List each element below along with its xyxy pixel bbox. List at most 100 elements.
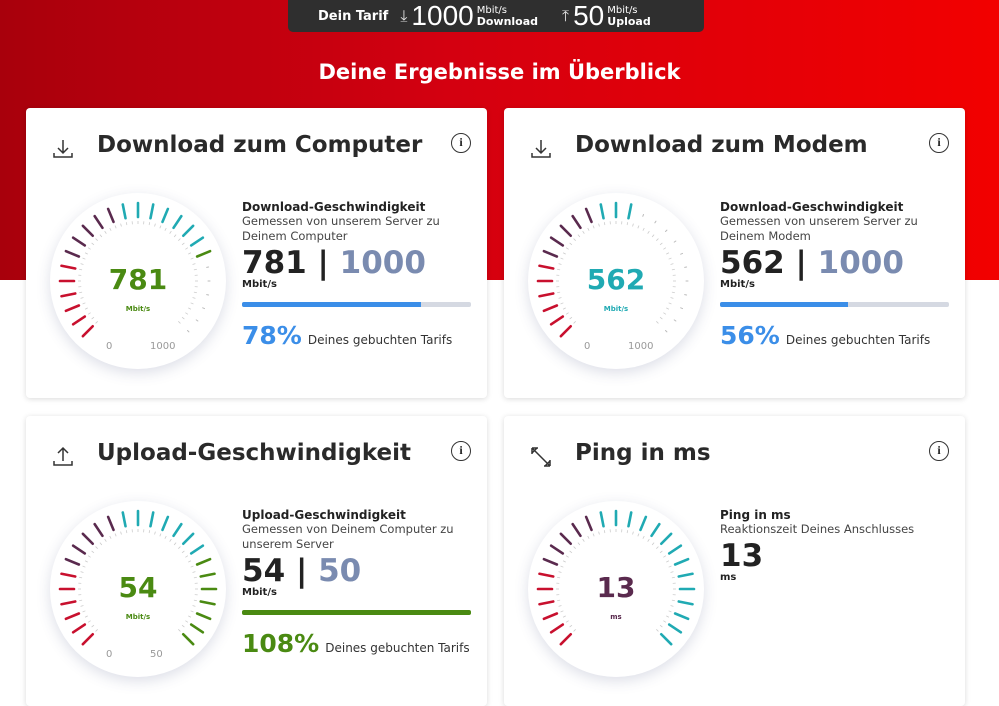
gauge-minor-tick (121, 224, 122, 227)
card-title: Download zum Computer (97, 132, 422, 158)
gauge-tick-inactive (196, 320, 198, 321)
gauge-minor-tick (643, 536, 644, 539)
separator: | (318, 245, 329, 281)
gauge-tick-active (108, 209, 113, 222)
gauge-value: 54 (50, 571, 226, 604)
gauge-tick-active (197, 251, 210, 256)
gauge-minor-tick (191, 566, 194, 567)
gauge-minor-tick (656, 321, 658, 323)
gauge-minor-tick (182, 551, 184, 553)
gauge-minor-tick (561, 258, 564, 259)
gauge-minor-tick (604, 222, 605, 225)
gauge-minor-tick (583, 539, 585, 541)
gauge-tick-active (191, 238, 203, 246)
gauge-tick-active (183, 534, 193, 544)
progress-fill (242, 610, 471, 615)
gauge-minor-tick (160, 226, 161, 229)
info-icon[interactable]: i (451, 133, 471, 153)
gauge-minor-tick (563, 561, 566, 562)
gauge-minor-tick (100, 235, 102, 237)
gauge-minor-tick (182, 243, 184, 245)
gauge-tick-active (551, 238, 563, 246)
progress-fill (720, 302, 848, 307)
gauge: 13 ms (528, 501, 704, 677)
gauge-tick-active (183, 634, 193, 644)
gauge-minor-tick (92, 317, 94, 319)
gauge-tick-active (601, 512, 604, 526)
gauge-minor-tick (191, 303, 194, 304)
gauge-tick-active (561, 326, 571, 336)
card-title: Ping in ms (575, 440, 711, 466)
gauge-tick-active (162, 209, 167, 222)
gauge-tick-active (669, 546, 681, 554)
download-icon (50, 136, 76, 162)
tarif-value: 1000 (340, 245, 426, 281)
tarif-label: Dein Tarif (318, 9, 388, 24)
tarif-value: 50 (318, 553, 361, 589)
gauge: 781 Mbit/s 0 1000 (50, 193, 226, 369)
gauge-minor-tick (110, 536, 111, 539)
gauge-tick-active (191, 546, 203, 554)
gauge-minor-tick (185, 556, 187, 558)
gauge-tick-inactive (665, 230, 666, 231)
gauge-minor-tick (88, 556, 90, 558)
gauge-tick-active (108, 517, 113, 530)
tarif-download-value: 1000 (411, 2, 473, 30)
percent-text: Deines gebuchten Tarifs (325, 641, 469, 655)
gauge-minor-tick (669, 258, 672, 259)
gauge-minor-tick (92, 551, 94, 553)
gauge-tick-active (66, 251, 79, 256)
gauge-tick-active (652, 524, 660, 536)
detail-title: Download-Geschwindigkeit (242, 200, 472, 214)
gauge-minor-tick (178, 239, 180, 241)
gauge-tick-inactive (187, 330, 188, 331)
tarif-upload-value: 50 (573, 2, 604, 30)
gauge-minor-tick (185, 248, 187, 250)
gauge-minor-tick (570, 551, 572, 553)
gauge-minor-tick (182, 317, 184, 319)
upload-icon (50, 444, 76, 470)
gauge-tick-active (628, 512, 631, 526)
gauge-minor-tick (593, 534, 594, 537)
gauge-tick-active (73, 317, 85, 325)
info-icon[interactable]: i (451, 441, 471, 461)
gauge-minor-tick (660, 317, 662, 319)
gauge: 562 Mbit/s 0 1000 (528, 193, 704, 369)
progress-bar (242, 302, 471, 307)
gauge-minor-tick (92, 625, 94, 627)
gauge: 54 Mbit/s 0 50 (50, 501, 226, 677)
gauge-minor-tick (149, 222, 150, 225)
gauge-tick-active (551, 625, 563, 633)
download-icon (528, 136, 554, 162)
gauge-tick-active (601, 204, 604, 218)
gauge-tick-active (561, 634, 571, 644)
gauge-minor-tick (96, 547, 98, 549)
gauge-tick-active (669, 625, 681, 633)
gauge-minor-tick (126, 222, 127, 225)
gauge-minor-tick (633, 224, 634, 227)
gauge-tick-active (73, 546, 85, 554)
gauge-tick-active (123, 204, 126, 218)
gauge-minor-tick (100, 543, 102, 545)
gauge-value: 781 (50, 263, 226, 296)
gauge-minor-tick (570, 625, 572, 627)
gauge-minor-tick (561, 303, 564, 304)
result-details: Download-Geschwindigkeit Gemessen von un… (242, 200, 472, 350)
gauge-minor-tick (174, 543, 176, 545)
card-download-zum-computer: Download zum Computer i 781 Mbit/s 0 100… (26, 108, 487, 398)
tarif-download-label: Download (477, 16, 538, 27)
gauge-minor-tick (599, 224, 600, 227)
detail-subtitle: Gemessen von unserem Server zu Deinem Co… (242, 214, 472, 244)
gauge-minor-tick (660, 551, 662, 553)
gauge-tick-active (561, 226, 571, 236)
gauge-unit: Mbit/s (528, 305, 704, 313)
info-icon[interactable]: i (929, 441, 949, 461)
gauge-minor-tick (191, 258, 194, 259)
info-icon[interactable]: i (929, 133, 949, 153)
gauge-minor-tick (578, 543, 580, 545)
gauge-minor-tick (155, 532, 156, 535)
gauge-minor-tick (182, 625, 184, 627)
gauge-minor-tick (656, 547, 658, 549)
gauge-minor-tick (96, 629, 98, 631)
gauge-tick-inactive (665, 330, 666, 331)
